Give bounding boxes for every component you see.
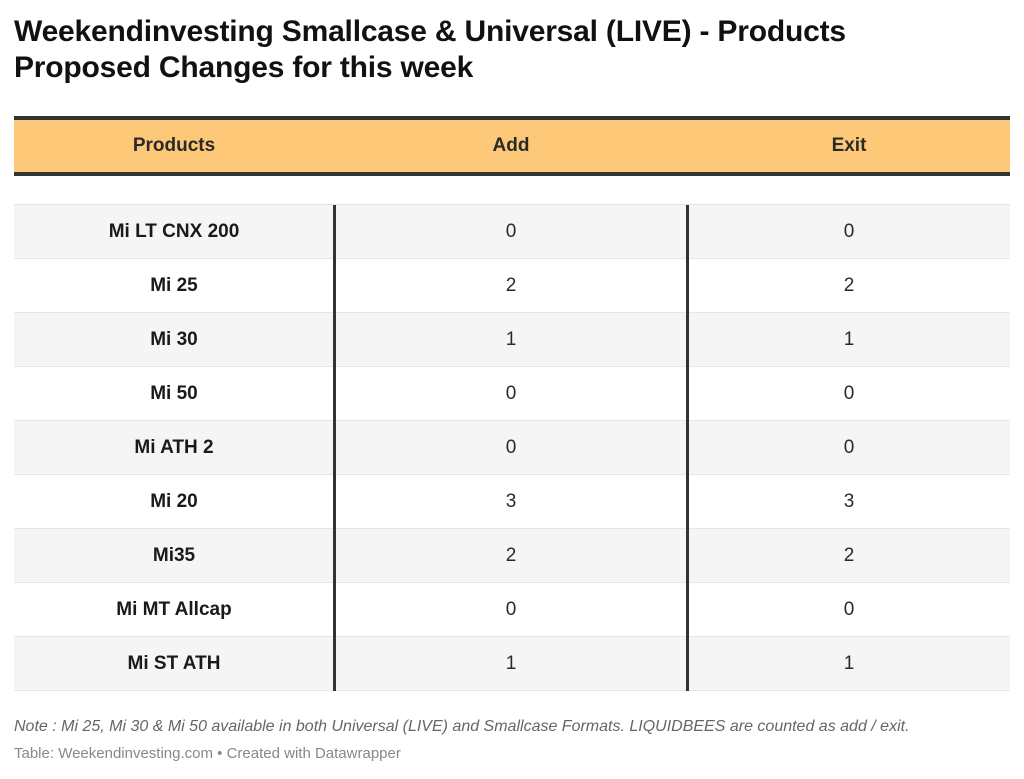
table-row: Mi LT CNX 200 0 0 — [14, 205, 1010, 259]
product-name-cell: Mi 20 — [150, 490, 198, 512]
product-name-cell: Mi 25 — [150, 274, 198, 296]
column-header-products: Products — [132, 135, 216, 156]
exit-count-cell: 0 — [843, 436, 855, 458]
column-header-add: Add — [492, 135, 530, 156]
add-count-cell: 3 — [505, 490, 517, 512]
exit-count-cell: 2 — [843, 274, 855, 296]
add-count-cell: 1 — [505, 652, 517, 674]
table-header: Products Add Exit — [14, 116, 1010, 176]
add-count-cell: 0 — [505, 436, 517, 458]
add-count-cell: 1 — [505, 328, 517, 350]
product-name-cell: Mi 30 — [150, 328, 198, 350]
add-count-cell: 0 — [505, 598, 517, 620]
table-row: Mi 30 1 1 — [14, 313, 1010, 367]
table-body: Mi LT CNX 200 0 0 Mi 25 2 2 Mi 30 1 1 Mi 50 0 0 Mi A… — [14, 205, 1010, 691]
add-count-cell: 0 — [505, 220, 517, 242]
table-note: Note : Mi 25, Mi 30 & Mi 50 available in… — [14, 718, 910, 735]
table-row: Mi 20 3 3 — [14, 475, 1010, 529]
exit-count-cell: 3 — [843, 490, 855, 512]
product-name-cell: Mi ATH 2 — [134, 436, 214, 458]
product-name-cell: Mi 50 — [150, 382, 198, 404]
add-count-cell: 2 — [505, 544, 517, 566]
table-credit: Table: Weekendinvesting.com • Created wi… — [14, 745, 401, 762]
exit-count-cell: 0 — [843, 598, 855, 620]
data-table: Products Add Exit Mi LT CNX 200 0 0 Mi 25 2 2… — [14, 116, 1010, 691]
header-spacer — [14, 176, 1010, 205]
exit-count-cell: 1 — [843, 652, 855, 674]
table-row: Mi 25 2 2 — [14, 259, 1010, 313]
table-row: Mi ST ATH 1 1 — [14, 637, 1010, 691]
table-title: Weekendinvesting Smallcase & Universal (… — [14, 15, 846, 84]
add-count-cell: 2 — [505, 274, 517, 296]
product-name-cell: Mi LT CNX 200 — [108, 220, 240, 242]
table-row: Mi ATH 2 0 0 — [14, 421, 1010, 475]
exit-count-cell: 0 — [843, 220, 855, 242]
column-separator — [686, 205, 689, 691]
exit-count-cell: 2 — [843, 544, 855, 566]
product-name-cell: Mi ST ATH — [127, 652, 221, 674]
table-row: Mi MT Allcap 0 0 — [14, 583, 1010, 637]
exit-count-cell: 0 — [843, 382, 855, 404]
add-count-cell: 0 — [505, 382, 517, 404]
column-separator — [333, 205, 336, 691]
column-header-exit: Exit — [831, 135, 867, 156]
exit-count-cell: 1 — [843, 328, 855, 350]
product-name-cell: Mi MT Allcap — [116, 598, 232, 620]
table-row: Mi35 2 2 — [14, 529, 1010, 583]
table-row: Mi 50 0 0 — [14, 367, 1010, 421]
product-name-cell: Mi35 — [152, 544, 196, 566]
